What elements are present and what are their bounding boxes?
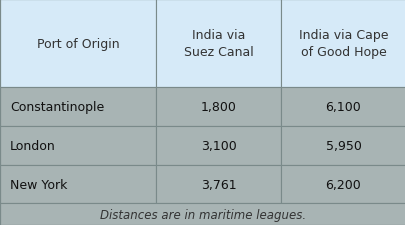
Bar: [280, 165, 405, 204]
Bar: [280, 88, 405, 126]
Text: 5,950: 5,950: [325, 139, 360, 152]
Bar: [0, 126, 156, 165]
Text: New York: New York: [10, 178, 67, 191]
Bar: [280, 126, 405, 165]
Text: 3,761: 3,761: [200, 178, 236, 191]
Bar: [0, 0, 156, 88]
Bar: [156, 0, 280, 88]
Text: 3,100: 3,100: [200, 139, 236, 152]
Bar: [0, 88, 156, 126]
Text: 1,800: 1,800: [200, 101, 236, 114]
Text: India via Cape
of Good Hope: India via Cape of Good Hope: [298, 29, 387, 58]
Text: 6,100: 6,100: [325, 101, 360, 114]
Bar: [280, 0, 405, 88]
Bar: [156, 165, 280, 204]
Text: Constantinople: Constantinople: [10, 101, 104, 114]
Bar: [156, 88, 280, 126]
Text: India via
Suez Canal: India via Suez Canal: [183, 29, 253, 58]
Text: London: London: [10, 139, 56, 152]
Text: Port of Origin: Port of Origin: [37, 37, 119, 50]
Text: Distances are in maritime leagues.: Distances are in maritime leagues.: [100, 208, 305, 221]
Bar: [156, 126, 280, 165]
Text: 6,200: 6,200: [325, 178, 360, 191]
Bar: [0, 204, 405, 225]
Bar: [0, 165, 156, 204]
